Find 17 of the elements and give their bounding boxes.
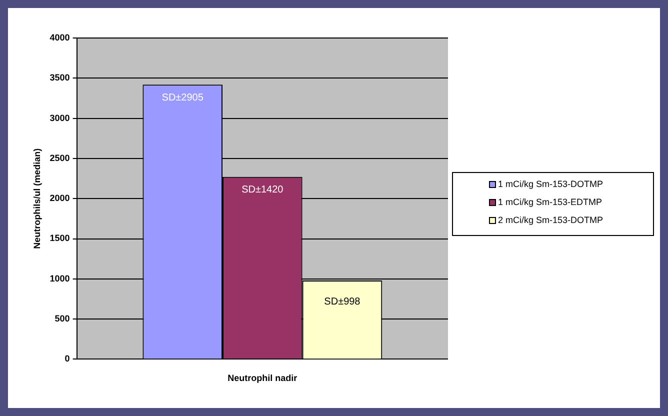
y-tick-label: 500 xyxy=(54,314,70,324)
y-tick-label: 4000 xyxy=(50,32,70,42)
y-axis-title: Neutrophils/ul (median) xyxy=(32,148,42,249)
y-tick-label: 2500 xyxy=(50,152,70,163)
y-tick-label: 0 xyxy=(64,354,70,364)
y-tick-label: 1500 xyxy=(50,233,70,244)
y-tick-label: 3000 xyxy=(50,112,70,123)
legend-label: 1 mCi/kg Sm-153-EDTMP xyxy=(497,197,604,207)
y-tick-label: 3500 xyxy=(50,72,70,83)
annotation: SD±1420 xyxy=(242,184,284,196)
x-tick-label: Neutrophil nadir xyxy=(228,373,298,384)
legend-label: 1 mCi/kg Sm-153-DOTMP xyxy=(497,179,604,189)
legend-label: 2 mCi/kg Sm-153-DOTMP xyxy=(497,215,604,225)
y-tick-label: 1000 xyxy=(50,273,70,284)
y-tick-label: 2000 xyxy=(50,193,70,204)
annotation: SD±998 xyxy=(324,296,361,308)
annotation: SD±2905 xyxy=(162,92,204,104)
